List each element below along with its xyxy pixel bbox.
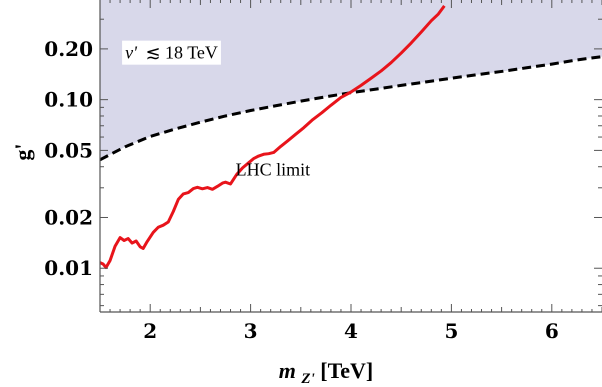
y-axis-title: g' [10, 143, 35, 160]
x-tick-label: 4 [344, 319, 358, 343]
y-tick-label: 0.10 [44, 88, 93, 112]
excluded-region [100, 0, 602, 160]
vprime-bound: ≲ 18 TeV [145, 43, 217, 63]
y-tick-label: 0.05 [44, 138, 93, 162]
y-tick-label: 0.01 [44, 256, 93, 280]
x-tick-label: 5 [444, 319, 458, 343]
lhc-limit-annotation: LHC limit [236, 160, 311, 180]
x-axis-title-main: m [279, 358, 296, 383]
x-tick-label: 2 [143, 319, 157, 343]
x-tick-label: 6 [545, 319, 559, 343]
x-axis-title-subscript: Z' [300, 371, 314, 387]
y-tick-labels: 0.01 0.02 0.05 0.10 0.20 [44, 37, 93, 280]
vprime-symbol: v' [125, 43, 138, 63]
tick-marks [99, 0, 602, 312]
x-tick-labels: 2 3 4 5 6 [143, 319, 559, 343]
y-tick-label: 0.02 [44, 205, 93, 229]
y-tick-label: 0.20 [44, 37, 93, 61]
x-axis-title: m Z' [TeV] [279, 358, 373, 387]
lhc-limit-curve [100, 4, 446, 269]
vprime-annotation-box [122, 40, 221, 65]
vprime-annotation-text: v' ≲ 18 TeV [125, 43, 218, 63]
x-axis-title-unit: [TeV] [320, 358, 373, 383]
x-tick-label: 3 [244, 319, 258, 343]
dashed-bound-curve [100, 55, 602, 162]
vprime-annotation: v' ≲ 18 TeV [122, 40, 221, 65]
